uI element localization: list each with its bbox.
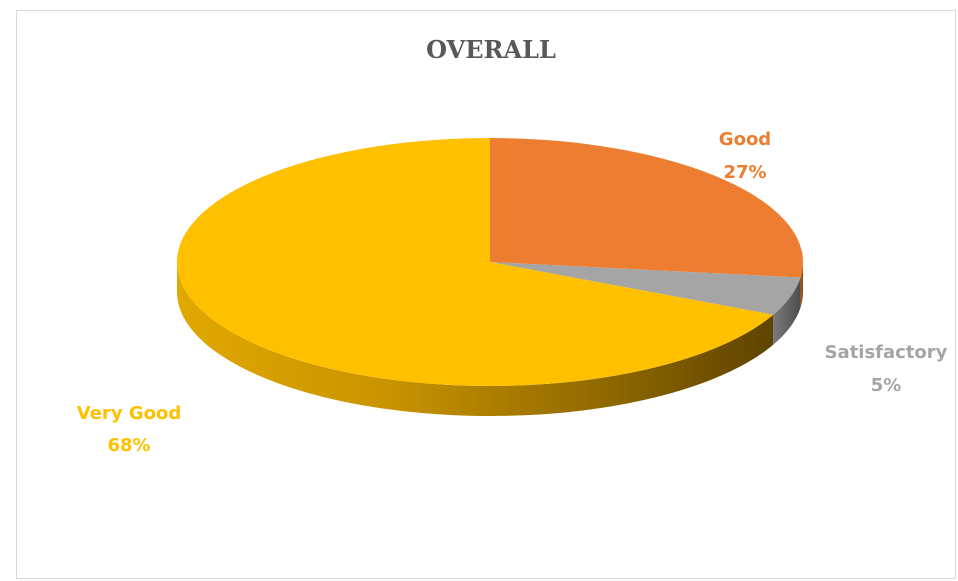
chart-title: OVERALL <box>426 35 556 64</box>
pie-slice-very-good <box>177 138 774 386</box>
pie-tops <box>177 138 803 386</box>
label-good-name: Good <box>719 129 771 150</box>
label-very-good-value: 68% <box>107 435 150 456</box>
pie-side-very-good <box>176 262 774 417</box>
pie-side-satisfactory <box>773 277 801 345</box>
pie-side-good <box>800 262 803 308</box>
pie-slice-satisfactory <box>490 262 801 315</box>
label-satisfactory-value: 5% <box>871 375 902 396</box>
pie-slice-good <box>490 138 803 278</box>
label-satisfactory-name: Satisfactory <box>825 342 948 363</box>
label-good-value: 27% <box>723 162 766 183</box>
label-very-good-name: Very Good <box>77 403 181 424</box>
pie-sides <box>176 262 803 417</box>
